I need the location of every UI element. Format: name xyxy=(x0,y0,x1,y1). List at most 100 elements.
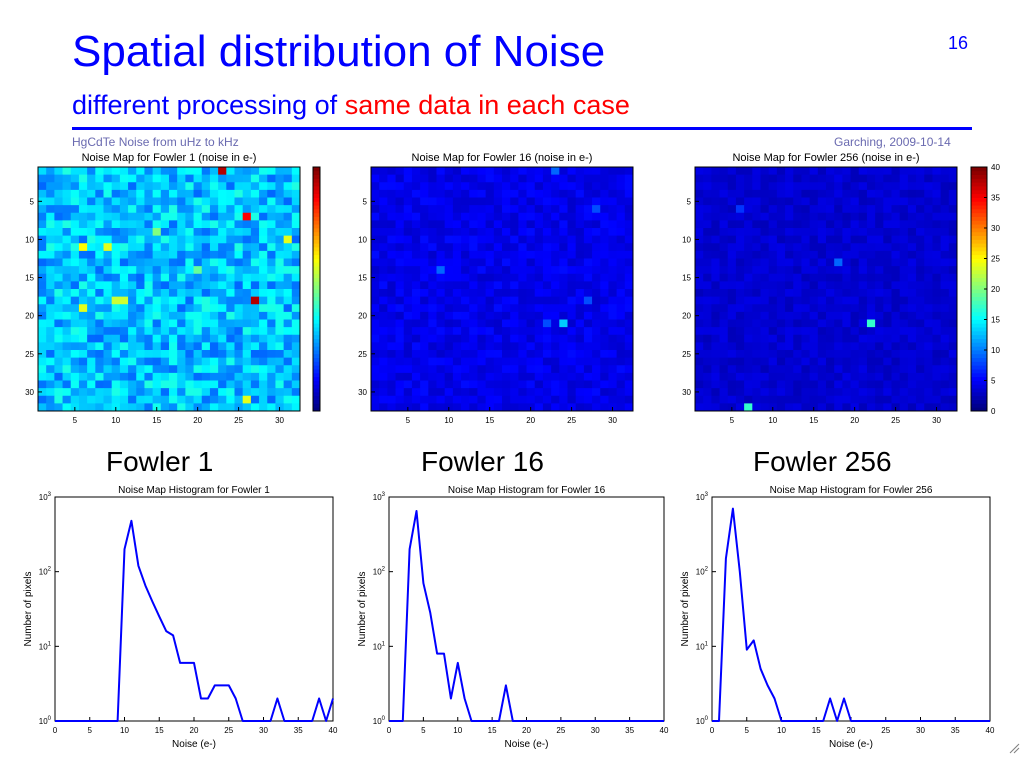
heatmap-cell xyxy=(144,395,154,404)
heatmap-cell xyxy=(858,289,868,298)
heatmap-cell xyxy=(711,380,720,389)
heatmap-cell xyxy=(119,189,129,198)
heatmap-cell xyxy=(54,304,63,313)
heatmap-cell xyxy=(461,327,470,336)
heatmap-cell xyxy=(259,388,268,397)
heatmap-cell xyxy=(242,197,252,206)
heatmap-cell xyxy=(152,357,162,366)
heatmap-cell xyxy=(160,182,170,191)
heatmap-cell xyxy=(485,311,495,320)
histogram-frame xyxy=(711,496,991,722)
heatmap-cell xyxy=(38,189,47,198)
heatmap-cell xyxy=(785,174,794,183)
heatmap-cell xyxy=(411,273,421,282)
heatmap-cell xyxy=(559,380,568,389)
heatmap-cell xyxy=(461,212,470,221)
heatmap-cell xyxy=(209,334,219,343)
heatmap-cell xyxy=(119,350,129,359)
heatmap-cell xyxy=(444,250,454,259)
heatmap-cell xyxy=(87,304,96,313)
heatmap-cell xyxy=(209,372,219,381)
heatmap-cell xyxy=(752,380,761,389)
heatmap-cell xyxy=(834,334,843,343)
heatmap-cell xyxy=(616,304,626,313)
heatmap-cell xyxy=(218,357,227,366)
heatmap-cell xyxy=(932,388,942,397)
heatmap-cell xyxy=(760,350,770,359)
heatmap-cell xyxy=(95,395,104,404)
heatmap-cell xyxy=(226,342,235,351)
heatmap-cell xyxy=(420,258,429,267)
heatmap-cell xyxy=(477,189,487,198)
histogram-x-tick-label: 15 xyxy=(488,726,497,735)
heatmap-cell xyxy=(850,174,860,183)
heatmap-cell xyxy=(899,395,909,404)
heatmap-cell xyxy=(932,243,942,252)
heatmap-cell xyxy=(899,174,909,183)
heatmap-cell xyxy=(752,319,761,328)
heatmap-cell xyxy=(583,311,593,320)
heatmap-cell xyxy=(744,250,753,259)
heatmap-cell xyxy=(371,273,380,282)
heatmap-cell xyxy=(502,281,511,290)
heatmap-cell xyxy=(379,365,388,374)
heatmap-cell xyxy=(727,250,737,259)
heatmap-cell xyxy=(883,167,892,176)
heatmap-cell xyxy=(185,266,194,275)
heatmap-cell xyxy=(744,220,753,229)
heatmap-cell xyxy=(711,220,720,229)
heatmap-cell xyxy=(485,243,495,252)
heatmap-cell xyxy=(616,289,626,298)
heatmap-cell xyxy=(534,167,544,176)
heatmap-cell xyxy=(801,174,811,183)
heatmap-cell xyxy=(575,167,585,176)
heatmap-cell xyxy=(234,205,244,214)
heatmap-cell xyxy=(103,342,113,351)
heatmap-cell xyxy=(493,365,503,374)
heatmap-cell xyxy=(477,334,487,343)
heatmap-cell xyxy=(185,189,194,198)
heatmap-cell xyxy=(866,372,876,381)
heatmap-cell xyxy=(78,167,88,176)
heatmap-cell xyxy=(793,212,802,221)
heatmap-cell xyxy=(624,220,634,229)
heatmap-cell xyxy=(411,266,421,275)
heatmap-cell xyxy=(111,266,121,275)
heatmap-cell xyxy=(177,403,186,412)
heatmap-x-tick-label: 25 xyxy=(567,416,576,425)
heatmap-cell xyxy=(420,357,429,366)
heatmap-cell xyxy=(379,228,388,237)
heatmap-cell xyxy=(592,350,601,359)
heatmap-cell xyxy=(185,174,194,183)
heatmap-cell xyxy=(111,311,121,320)
heatmap-cell xyxy=(948,220,958,229)
heatmap-cell xyxy=(760,228,770,237)
heatmap-cell xyxy=(379,289,388,298)
heatmap-cell xyxy=(727,243,737,252)
heatmap-cell xyxy=(62,212,72,221)
heatmap-cell xyxy=(534,281,544,290)
histogram-x-tick-label: 15 xyxy=(155,726,164,735)
heatmap-cell xyxy=(624,250,634,259)
heatmap-cell xyxy=(477,212,487,221)
heatmap-cell xyxy=(616,334,626,343)
heatmap-cell xyxy=(735,182,745,191)
heatmap-cell xyxy=(103,212,113,221)
heatmap-cell xyxy=(842,327,851,336)
heatmap-cell xyxy=(452,350,462,359)
heatmap-cell xyxy=(420,327,429,336)
heatmap-cell xyxy=(559,273,568,282)
heatmap-cell xyxy=(583,334,593,343)
heatmap-cell xyxy=(866,289,876,298)
colorbar-tick-label: 10 xyxy=(991,346,1000,355)
heatmap-cell xyxy=(834,250,843,259)
heatmap-cell xyxy=(70,182,80,191)
heatmap-cell xyxy=(420,174,429,183)
heatmap-cell xyxy=(291,342,301,351)
heatmap-cell xyxy=(583,212,593,221)
heatmap-cell xyxy=(551,220,560,229)
heatmap-cell xyxy=(259,266,268,275)
heatmap-cell xyxy=(218,235,227,244)
heatmap-cell xyxy=(103,228,113,237)
heatmap-cell xyxy=(70,311,80,320)
